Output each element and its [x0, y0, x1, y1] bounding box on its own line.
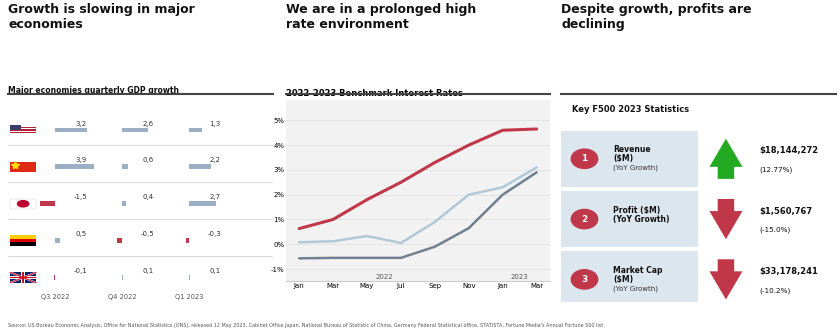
Text: $18,144,272: $18,144,272 [759, 146, 818, 155]
Text: (YoY Growth): (YoY Growth) [613, 285, 659, 292]
Text: (-10.2%): (-10.2%) [759, 287, 790, 294]
FancyBboxPatch shape [561, 191, 699, 247]
Bar [10, 236, 36, 239]
Text: Q1 2023: Q1 2023 [175, 294, 203, 299]
Bar [10, 125, 21, 130]
Bar [10, 199, 36, 209]
Bar [10, 242, 36, 246]
Text: 3,9: 3,9 [75, 157, 87, 163]
Text: 0,6: 0,6 [142, 157, 154, 163]
Bar [10, 128, 36, 129]
Bar [10, 131, 36, 132]
Bar [10, 276, 36, 279]
Bar [55, 238, 60, 243]
Bar [10, 239, 36, 242]
Text: 2,2: 2,2 [209, 157, 220, 163]
Polygon shape [710, 139, 743, 179]
Text: ($M): ($M) [613, 154, 633, 163]
Bar [189, 164, 212, 169]
Text: ($M): ($M) [613, 275, 633, 284]
Circle shape [571, 270, 597, 289]
Bar [10, 126, 36, 127]
Text: (-15.0%): (-15.0%) [759, 227, 790, 233]
Text: 0,1: 0,1 [142, 268, 154, 274]
Text: 1: 1 [581, 154, 588, 163]
Bar [189, 128, 202, 132]
Bar [22, 272, 24, 283]
Polygon shape [710, 199, 743, 239]
Polygon shape [710, 259, 743, 299]
Text: Despite growth, profits are
declining: Despite growth, profits are declining [561, 3, 752, 31]
Text: 3,2: 3,2 [76, 121, 87, 127]
Bar [123, 164, 129, 169]
Bar [186, 238, 189, 243]
Bar [118, 238, 123, 243]
Bar [40, 201, 55, 206]
Text: Revenue: Revenue [613, 145, 651, 154]
Text: $33,178,241: $33,178,241 [759, 267, 818, 276]
Text: Growth is slowing in major
economies: Growth is slowing in major economies [8, 3, 195, 31]
Text: 1,3: 1,3 [209, 121, 220, 127]
Bar [189, 201, 217, 206]
Text: (YoY Growth): (YoY Growth) [613, 215, 669, 223]
Bar [123, 201, 126, 206]
Text: Q4 2022: Q4 2022 [108, 294, 137, 299]
Text: Major economies quarterly GDP growth: Major economies quarterly GDP growth [8, 86, 180, 95]
Text: 2: 2 [581, 215, 588, 223]
Text: -0,3: -0,3 [207, 231, 222, 237]
Text: Source: US Bureau Economic Analysis, Office for National Statistics (ONS), relea: Source: US Bureau Economic Analysis, Off… [8, 323, 604, 328]
Text: -0,1: -0,1 [74, 268, 87, 274]
Text: 2,6: 2,6 [142, 121, 153, 127]
Bar [55, 164, 94, 169]
Text: $1,560,767: $1,560,767 [759, 207, 812, 215]
Text: We are in a prolonged high
rate environment: We are in a prolonged high rate environm… [286, 3, 475, 31]
FancyBboxPatch shape [561, 131, 699, 187]
Bar [10, 125, 36, 126]
Text: 2023: 2023 [511, 274, 528, 280]
Text: Market Cap: Market Cap [613, 266, 663, 275]
Text: 3: 3 [581, 275, 588, 284]
Text: 0,1: 0,1 [209, 268, 220, 274]
Text: (12.77%): (12.77%) [759, 166, 792, 173]
Text: -1,5: -1,5 [74, 194, 87, 200]
FancyBboxPatch shape [561, 251, 699, 308]
FancyBboxPatch shape [699, 131, 836, 187]
Text: Q3 2022: Q3 2022 [41, 294, 70, 299]
Text: -0,5: -0,5 [141, 231, 155, 237]
Bar [10, 272, 36, 283]
Text: (YoY Growth): (YoY Growth) [613, 164, 659, 171]
Circle shape [571, 209, 597, 229]
Bar [55, 128, 87, 132]
Text: Profit ($M): Profit ($M) [613, 206, 660, 214]
FancyBboxPatch shape [699, 191, 836, 247]
Text: 2022-2023 Benchmark Interest Rates: 2022-2023 Benchmark Interest Rates [286, 89, 463, 98]
Text: 2,7: 2,7 [209, 194, 220, 200]
Text: 2022: 2022 [375, 274, 393, 280]
Bar [10, 125, 36, 135]
Bar [10, 134, 36, 135]
FancyBboxPatch shape [699, 251, 836, 308]
Text: 0,4: 0,4 [142, 194, 153, 200]
Text: 0,5: 0,5 [76, 231, 87, 237]
Bar [10, 133, 36, 134]
Circle shape [571, 149, 597, 169]
Bar [10, 162, 36, 172]
Bar [189, 275, 191, 280]
Bar [21, 272, 25, 283]
Bar [123, 128, 149, 132]
Circle shape [18, 201, 29, 207]
Bar [10, 277, 36, 278]
Text: Key F500 2023 Statistics: Key F500 2023 Statistics [572, 105, 690, 114]
